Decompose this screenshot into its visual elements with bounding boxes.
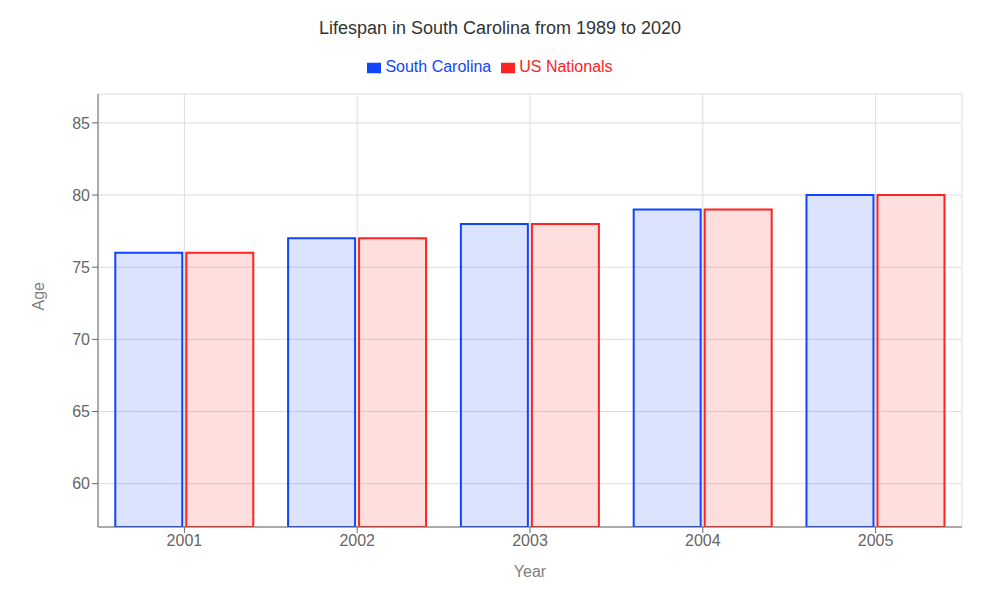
svg-text:70: 70 <box>72 331 90 348</box>
svg-text:80: 80 <box>72 187 90 204</box>
html-text:South Carolina: South Carolina <box>385 58 492 75</box>
svg-text:2004: 2004 <box>685 532 721 549</box>
svg-text:Year: Year <box>514 563 547 580</box>
svg-text:Age: Age <box>30 282 47 311</box>
svg-text:2005: 2005 <box>858 532 894 549</box>
html-text:Lifespan in South Carolina fro: Lifespan in South Carolina from 1989 to … <box>318 18 682 38</box>
svg-text:2003: 2003 <box>512 532 548 549</box>
svg-text:75: 75 <box>72 259 90 276</box>
svg-text:2002: 2002 <box>339 532 375 549</box>
svg-text:60: 60 <box>72 475 90 492</box>
svg-text:65: 65 <box>72 403 90 420</box>
svg-text:2001: 2001 <box>167 532 203 549</box>
html-text:US Nationals: US Nationals <box>519 58 613 75</box>
svg-text:85: 85 <box>72 115 90 132</box>
